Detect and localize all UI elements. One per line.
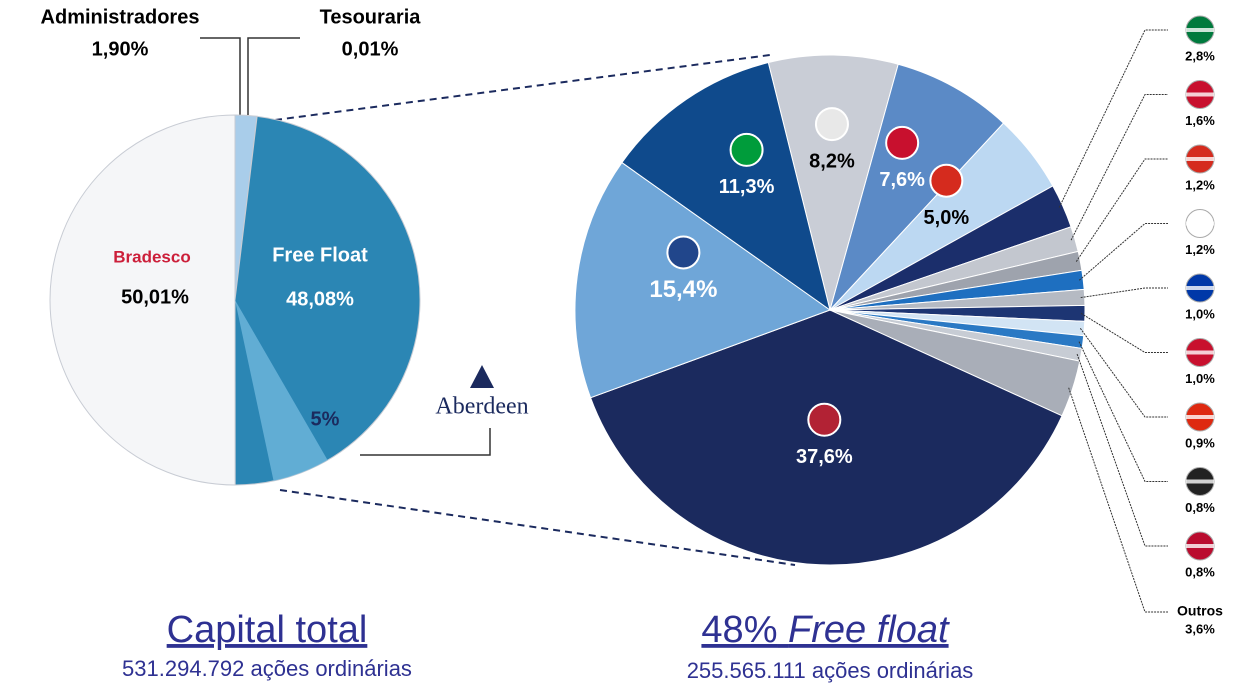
chart-title: 48% Free float [701, 609, 950, 651]
chart-subtitle: 255.565.111 ações ordinárias [687, 658, 974, 683]
category-label: Administradores [41, 6, 200, 28]
leader-line [1076, 353, 1168, 547]
flag-stripe [1186, 28, 1214, 32]
slice-label: 48,08% [286, 288, 354, 310]
slice-label: 50,01% [121, 286, 189, 308]
pie-slice [49, 114, 236, 486]
slice-label: 1,6% [1185, 113, 1215, 128]
title-part: 48% [701, 609, 777, 651]
sub-slice [235, 300, 328, 481]
slice-label: 3,6% [1185, 621, 1215, 636]
leader-line [1068, 387, 1168, 613]
slice-label: 5,0% [924, 207, 970, 229]
flag-icon [929, 163, 964, 198]
leader-line [1080, 287, 1168, 299]
leader-line [1080, 312, 1168, 353]
slice-label: 37,6% [796, 446, 853, 468]
pie-slice [829, 63, 1005, 311]
chart-subtitle: 531.294.792 ações ordinárias [122, 656, 412, 681]
flag-icon [729, 132, 764, 167]
leader-line [1078, 341, 1168, 482]
leader-line [1079, 328, 1168, 418]
category-label: Tesouraria [320, 6, 422, 28]
flag-stripe [1186, 157, 1214, 161]
leader-line [247, 37, 300, 115]
connector [279, 489, 796, 566]
flag-icon [814, 107, 849, 142]
slice-label: 0,8% [1185, 564, 1215, 579]
chart-title: Capital total [167, 609, 368, 651]
flag-icon [885, 125, 920, 160]
leader-line [360, 428, 491, 456]
slice-label: 5% [311, 408, 340, 430]
leader-line [200, 37, 241, 115]
flag-stripe [1186, 92, 1214, 97]
slice-label: 8,2% [809, 150, 855, 172]
slice-label: 0,9% [1185, 435, 1215, 450]
flag-stripe [1186, 350, 1214, 355]
leader-line [1070, 94, 1168, 241]
flag-icon [666, 235, 701, 270]
pie-slice [621, 61, 831, 312]
slice-label: 2,8% [1185, 48, 1215, 63]
slice-label: 0,01% [342, 38, 399, 60]
flag-icon [807, 402, 842, 437]
flag-stripe [1186, 415, 1214, 419]
pie-slice [574, 161, 832, 399]
logo-text: Aberdeen [435, 394, 528, 420]
slice-label: 1,2% [1185, 242, 1215, 257]
category-label: Outros [1177, 603, 1223, 619]
category-label: Free Float [272, 244, 368, 266]
flag-stripe [1186, 544, 1214, 548]
slice-label: 11,3% [719, 176, 775, 198]
logo-text: Bradesco [113, 247, 190, 266]
slice-label: 1,2% [1185, 177, 1215, 192]
flag-stripe [1186, 286, 1214, 290]
pie-slice [589, 309, 1063, 566]
slice-label: 7,6% [879, 169, 925, 191]
slice-label: 0,8% [1185, 500, 1215, 515]
logo-icon [470, 365, 494, 388]
leader-line [1058, 29, 1168, 208]
title-emphasis: Free float [788, 609, 950, 651]
slice-label: 15,4% [649, 276, 717, 303]
slice-label: 1,0% [1185, 371, 1215, 386]
pie-slice [767, 54, 899, 312]
leader-line [1078, 223, 1168, 281]
leader-line [1075, 158, 1168, 262]
flag-stripe [1186, 479, 1214, 484]
slice-label: 1,0% [1185, 306, 1215, 321]
flag-stripe [1186, 221, 1214, 226]
slice-label: 1,90% [92, 38, 149, 60]
